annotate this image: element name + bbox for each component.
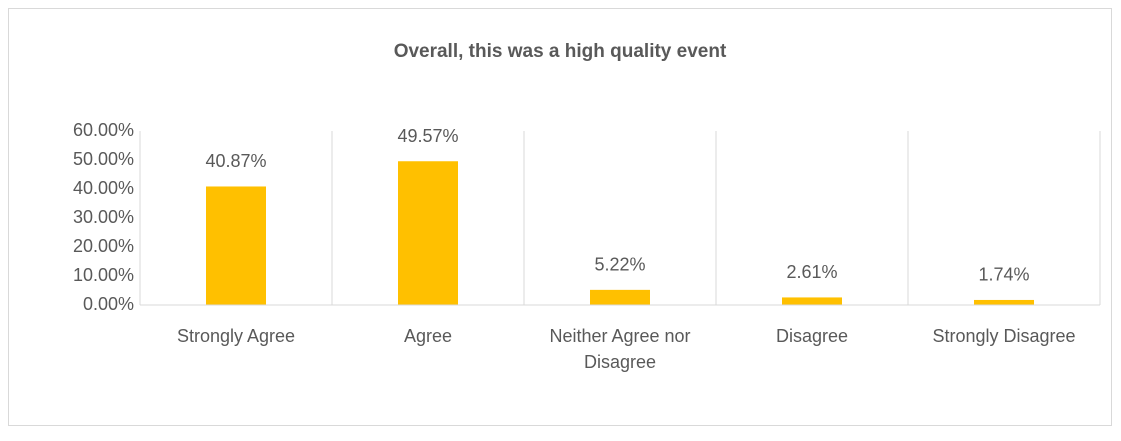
chart-border (8, 8, 1112, 426)
x-tick-label: Strongly Agree (177, 326, 295, 346)
y-tick-label: 30.00% (73, 207, 134, 227)
y-tick-label: 20.00% (73, 236, 134, 256)
chart-title: Overall, this was a high quality event (394, 41, 727, 62)
data-label: 49.57% (397, 126, 458, 146)
y-tick-label: 50.00% (73, 149, 134, 169)
y-tick-label: 10.00% (73, 265, 134, 285)
bar (974, 299, 1034, 305)
data-label: 40.87% (205, 151, 266, 171)
x-tick-label: Disagree (776, 326, 848, 346)
data-label: 5.22% (594, 255, 645, 275)
bar (590, 289, 650, 305)
data-label: 1.74% (978, 265, 1029, 285)
bar (782, 297, 842, 305)
bar (206, 186, 266, 305)
x-tick-label: Agree (404, 326, 452, 346)
x-tick-label: Strongly Disagree (932, 326, 1075, 346)
bar (398, 161, 458, 305)
y-tick-label: 0.00% (83, 294, 134, 314)
y-tick-label: 60.00% (73, 120, 134, 140)
y-tick-label: 40.00% (73, 178, 134, 198)
x-tick-label: Neither Agree nor Disagree (549, 326, 690, 372)
data-label: 2.61% (786, 262, 837, 282)
